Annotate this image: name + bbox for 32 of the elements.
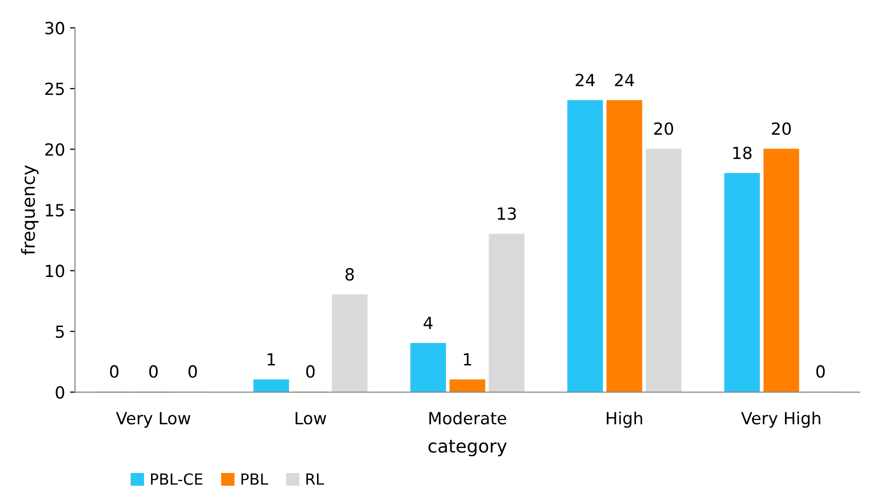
data-label: 18 bbox=[733, 146, 752, 160]
y-axis-title: frequency bbox=[21, 165, 39, 255]
y-tick-label: 30 bbox=[45, 22, 64, 34]
data-label: 8 bbox=[346, 268, 354, 281]
legend-label: RL bbox=[306, 474, 324, 485]
x-tick-label: Very Low bbox=[116, 412, 190, 428]
y-tick-label: 20 bbox=[45, 143, 64, 156]
data-label: 1 bbox=[268, 353, 275, 366]
x-axis-title: category bbox=[428, 440, 507, 456]
data-label: 24 bbox=[614, 74, 634, 86]
data-label: 1 bbox=[464, 353, 472, 366]
x-tick-label: Very High bbox=[741, 412, 820, 428]
y-tick-label: 15 bbox=[46, 204, 64, 217]
data-label: 0 bbox=[816, 365, 825, 378]
x-tick-label: Low bbox=[296, 412, 326, 424]
data-label: 0 bbox=[149, 365, 158, 378]
x-tick-label: Moderate bbox=[429, 412, 506, 424]
data-label: 4 bbox=[424, 316, 433, 329]
y-tick-label: 0 bbox=[56, 386, 64, 399]
y-tick-label: 25 bbox=[45, 82, 64, 96]
y-tick-label: 10 bbox=[46, 264, 64, 278]
legend-label: PBL bbox=[242, 474, 268, 485]
data-label: 13 bbox=[498, 207, 516, 220]
legend-label: PBL-CE bbox=[151, 473, 202, 485]
y-tick-label: 5 bbox=[56, 326, 64, 338]
data-label: 20 bbox=[654, 122, 674, 135]
data-label: 0 bbox=[110, 365, 118, 378]
data-label: 20 bbox=[772, 122, 791, 135]
data-label: 0 bbox=[306, 365, 315, 378]
x-tick-label: High bbox=[606, 412, 642, 428]
data-label: 0 bbox=[188, 365, 197, 378]
data-label: 24 bbox=[576, 74, 595, 86]
